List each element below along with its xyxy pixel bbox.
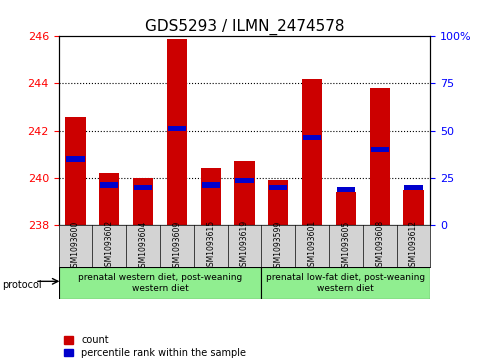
- Bar: [99, 173, 119, 225]
- Bar: [134, 185, 152, 190]
- Bar: [261, 267, 429, 299]
- Text: GSM1093609: GSM1093609: [172, 220, 181, 272]
- Title: GDS5293 / ILMN_2474578: GDS5293 / ILMN_2474578: [144, 19, 344, 35]
- Text: GSM1093601: GSM1093601: [307, 220, 316, 272]
- Bar: [336, 187, 354, 192]
- Text: prenatal low-fat diet, post-weaning
western diet: prenatal low-fat diet, post-weaning west…: [266, 273, 425, 293]
- Bar: [59, 267, 261, 299]
- Text: GSM1093619: GSM1093619: [240, 220, 248, 272]
- Text: GSM1093608: GSM1093608: [374, 220, 384, 272]
- Legend: count, percentile rank within the sample: count, percentile rank within the sample: [63, 335, 245, 358]
- Text: GSM1093600: GSM1093600: [71, 220, 80, 272]
- Text: GSM1093599: GSM1093599: [273, 220, 282, 272]
- Bar: [303, 135, 321, 140]
- Bar: [234, 162, 254, 225]
- Bar: [301, 79, 322, 225]
- Bar: [65, 117, 85, 225]
- Bar: [235, 178, 253, 183]
- Bar: [404, 185, 422, 190]
- Text: GSM1093615: GSM1093615: [206, 220, 215, 272]
- Text: prenatal western diet, post-weaning
western diet: prenatal western diet, post-weaning west…: [78, 273, 242, 293]
- Bar: [403, 190, 423, 225]
- Bar: [133, 178, 153, 225]
- Bar: [370, 147, 388, 152]
- Bar: [200, 168, 221, 225]
- Text: protocol: protocol: [2, 280, 42, 290]
- Bar: [100, 182, 118, 188]
- Bar: [267, 180, 288, 225]
- Bar: [201, 182, 220, 188]
- Bar: [369, 88, 389, 225]
- Text: GSM1093604: GSM1093604: [139, 220, 147, 272]
- Bar: [335, 192, 355, 225]
- Bar: [66, 156, 84, 162]
- Text: GSM1093605: GSM1093605: [341, 220, 349, 272]
- Text: GSM1093612: GSM1093612: [408, 220, 417, 272]
- Text: GSM1093602: GSM1093602: [104, 220, 114, 272]
- Bar: [166, 39, 187, 225]
- Bar: [167, 126, 185, 131]
- Bar: [268, 185, 287, 190]
